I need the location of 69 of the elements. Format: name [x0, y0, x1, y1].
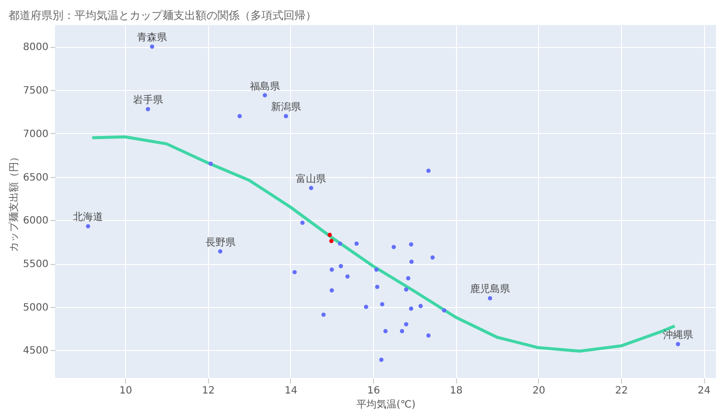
y-tick-label: 8000	[23, 42, 48, 54]
point	[392, 244, 396, 250]
annotation: 鹿児島県	[470, 283, 510, 296]
point	[379, 358, 384, 362]
annotation: 岩手県	[132, 94, 163, 106]
x-tick-label: 16	[367, 386, 380, 396]
point	[430, 255, 435, 260]
x-tick-label: 10	[119, 386, 132, 396]
point	[374, 267, 379, 272]
point	[300, 220, 305, 225]
point	[408, 242, 414, 247]
y-tick-label: 5000	[23, 302, 48, 314]
point	[426, 168, 431, 173]
point	[426, 333, 431, 338]
point	[208, 162, 213, 166]
y-tick-label: 7500	[23, 86, 48, 97]
x-tick-label: 22	[615, 386, 628, 396]
y-tick-label: 4500	[23, 346, 48, 357]
point	[404, 287, 408, 292]
point	[418, 304, 423, 308]
x-tick-label: 12	[202, 386, 215, 396]
point	[86, 224, 90, 228]
annotation: 青森県	[137, 32, 168, 44]
point	[329, 238, 334, 244]
point	[338, 241, 342, 246]
point	[383, 329, 388, 334]
x-tick-label: 20	[532, 386, 546, 396]
point	[330, 288, 334, 293]
y-tick-label: 6500	[23, 172, 48, 184]
x-tick-label: 18	[450, 386, 463, 396]
annotation: 北海道	[73, 211, 104, 224]
point	[345, 274, 350, 279]
point	[380, 302, 384, 306]
y-tick-label: 7000	[23, 128, 48, 140]
x-axis-title: 平均気温(℃)	[356, 398, 416, 410]
point	[218, 249, 222, 254]
point	[488, 296, 492, 300]
point	[442, 308, 446, 312]
chart-title: 都道府県別：平均気温とカップ麺支出額の関係（多項式回帰）	[8, 9, 317, 22]
annotation: 富山県	[296, 173, 326, 186]
point	[284, 114, 288, 118]
y-tick-label: 5500	[23, 259, 48, 270]
annotation: 沖縄県	[662, 329, 693, 342]
annotation: 新潟県	[270, 101, 301, 114]
point	[292, 270, 297, 274]
point	[330, 267, 334, 272]
point	[404, 322, 408, 326]
y-axis-title: カップ麺支出額（円）	[8, 152, 20, 252]
point	[676, 342, 680, 346]
point	[375, 284, 380, 290]
x-tick-label: 14	[284, 386, 298, 396]
point	[400, 329, 404, 334]
annotation: 福島県	[250, 80, 280, 92]
annotation: 長野県	[205, 237, 236, 248]
y-tick-label: 6000	[23, 216, 48, 227]
point	[406, 276, 410, 280]
point	[364, 304, 368, 309]
point	[408, 306, 414, 311]
x-tick-label: 24	[698, 386, 710, 396]
point	[309, 186, 314, 190]
point	[262, 93, 267, 98]
point	[338, 264, 344, 268]
point	[150, 44, 154, 49]
point	[354, 241, 359, 246]
point	[238, 114, 242, 118]
point	[328, 232, 332, 238]
point	[409, 260, 414, 264]
point	[321, 312, 326, 317]
point	[146, 107, 150, 112]
